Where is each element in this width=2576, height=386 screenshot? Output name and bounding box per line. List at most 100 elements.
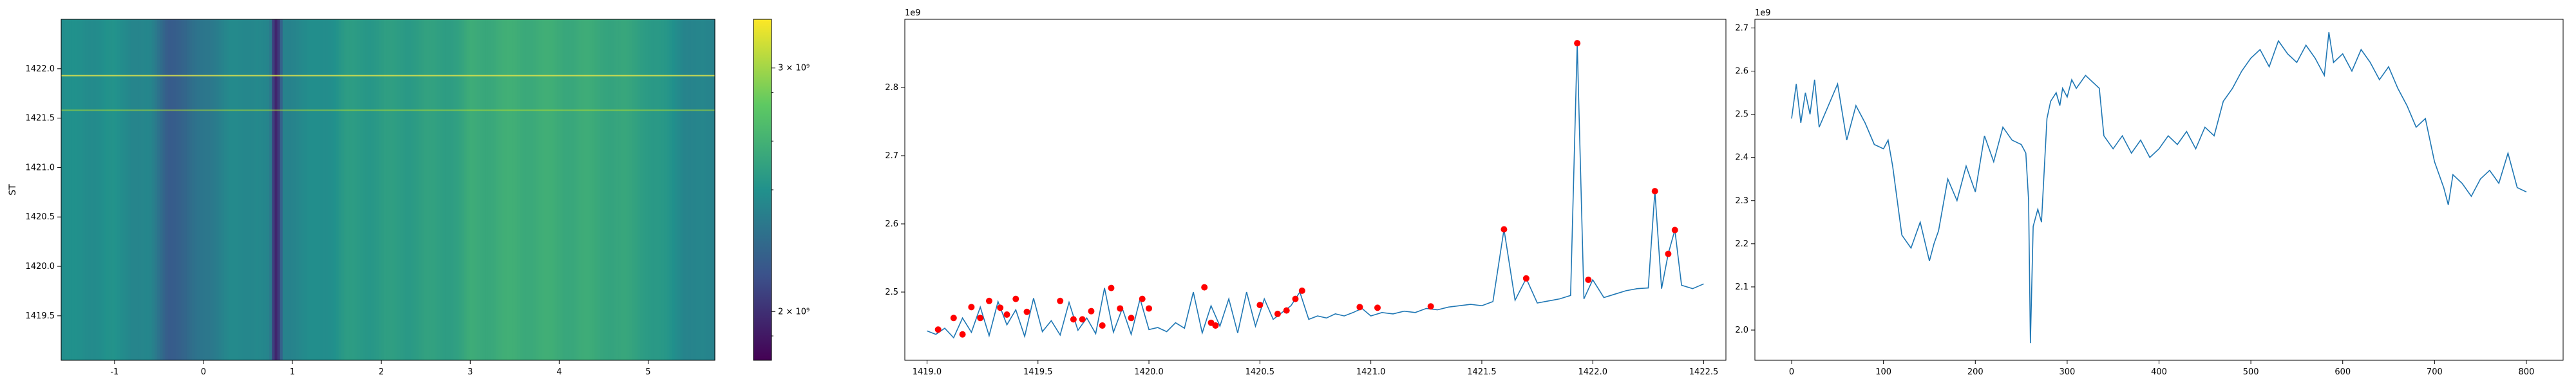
heatmap-column	[125, 19, 129, 360]
heatmap-x-tick-label: 5	[645, 367, 650, 377]
heatmap-column	[624, 19, 627, 360]
heatmap-column	[541, 19, 545, 360]
peak-marker	[1023, 308, 1030, 315]
heatmap-column	[256, 19, 260, 360]
heatmap-column	[346, 19, 350, 360]
heatmap-column	[373, 19, 377, 360]
index-y-tick-label: 2.5	[1735, 110, 1748, 120]
heatmap-column	[290, 19, 294, 360]
heatmap-column	[392, 19, 395, 360]
heatmap-column	[370, 19, 374, 360]
heatmap-column	[643, 19, 646, 360]
heatmap-column	[672, 19, 676, 360]
index-plot-frame	[1754, 19, 2564, 361]
heatmap-column	[397, 19, 401, 360]
heatmap-column	[475, 19, 478, 360]
heatmap-column	[491, 19, 494, 360]
heatmap-column	[461, 19, 465, 360]
heatmap-column	[117, 19, 120, 360]
heatmap-column	[565, 19, 569, 360]
index-line-panel: 0 100 200 300 400 500 600 700 800 2.02.12.22.32.…	[1735, 8, 2564, 377]
heatmap-column	[200, 19, 204, 360]
heatmap-column	[309, 19, 313, 360]
heatmap-y-tick-label: 1421.5	[26, 114, 55, 124]
heatmap-column	[573, 19, 577, 360]
heatmap-column	[349, 19, 353, 360]
colorbar-ticks: 2 × 10⁹ 3 × 10⁹	[772, 64, 810, 336]
heatmap-bright-row	[61, 75, 715, 77]
heatmap-column	[656, 19, 659, 360]
peak-marker	[1501, 226, 1508, 233]
colorbar-tick-label: 2 × 10⁹	[778, 307, 810, 317]
heatmap-column	[488, 19, 491, 360]
heatmap-column	[453, 19, 457, 360]
peak-marker	[1665, 250, 1672, 257]
heatmap-column	[701, 19, 705, 360]
heatmap-column	[261, 19, 265, 360]
heatmap-column	[301, 19, 305, 360]
heatmap-column	[336, 19, 339, 360]
heatmap-column	[298, 19, 302, 360]
heatmap-y-tick-label: 1419.5	[26, 311, 55, 321]
heatmap-column	[640, 19, 643, 360]
peak-marker	[968, 304, 975, 311]
peak-marker	[1012, 295, 1019, 302]
heatmap-column	[328, 19, 332, 360]
heatmap-column	[312, 19, 316, 360]
heatmap-column	[616, 19, 620, 360]
peak-marker	[1099, 322, 1106, 329]
index-x-tick-label: 100	[1875, 367, 1891, 377]
heatmap-column	[181, 19, 185, 360]
peak-marker	[985, 297, 992, 304]
heatmap-column	[480, 19, 484, 360]
heatmap-column	[232, 19, 235, 360]
heatmap-column	[627, 19, 630, 360]
heatmap-x-axis: -1 0 1 2 3 4 5	[110, 360, 651, 377]
heatmap-column	[155, 19, 158, 360]
heatmap-column	[80, 19, 83, 360]
heatmap-column	[653, 19, 657, 360]
heatmap-column	[82, 19, 86, 360]
heatmap-panel: -1 0 1 2 3 4 5 1419.51420.01420.51421.01421.51…	[8, 19, 715, 377]
heatmap-column	[408, 19, 412, 360]
heatmap-column	[304, 19, 307, 360]
heatmap-column	[584, 19, 587, 360]
heatmap-column	[99, 19, 102, 360]
heatmap-column	[648, 19, 652, 360]
peaks-x-tick-label: 1422.5	[1689, 367, 1719, 377]
index-x-tick-label: 0	[1789, 367, 1794, 377]
heatmap-column	[379, 19, 382, 360]
heatmap-column	[245, 19, 249, 360]
heatmap-column	[421, 19, 425, 360]
heatmap-column	[192, 19, 195, 360]
peak-marker	[1088, 308, 1095, 315]
heatmap-column	[357, 19, 361, 360]
heatmap-column	[445, 19, 449, 360]
heatmap-column	[424, 19, 428, 360]
index-x-tick-label: 800	[2519, 367, 2535, 377]
heatmap-column	[645, 19, 649, 360]
heatmap-column	[178, 19, 182, 360]
peak-marker	[1256, 302, 1264, 309]
heatmap-image	[61, 19, 715, 360]
heatmap-column	[603, 19, 606, 360]
heatmap-frame	[61, 19, 715, 361]
index-y-tick-label: 2.3	[1735, 196, 1748, 206]
heatmap-column	[634, 19, 638, 360]
heatmap-column	[354, 19, 358, 360]
peaks-x-tick-label: 1420.0	[1134, 367, 1164, 377]
heatmap-column	[66, 19, 70, 360]
heatmap-column	[274, 19, 278, 360]
heatmap-x-tick-label: 3	[468, 367, 473, 377]
heatmap-column	[363, 19, 366, 360]
index-y-tick-label: 2.0	[1735, 326, 1748, 335]
heatmap-y-tick-label: 1420.5	[26, 212, 55, 222]
heatmap-column	[531, 19, 534, 360]
colorbar: 2 × 10⁹ 3 × 10⁹	[753, 19, 810, 361]
index-x-tick-label: 600	[2334, 367, 2351, 377]
heatmap-column	[512, 19, 515, 360]
heatmap-column	[296, 19, 299, 360]
heatmap-column	[229, 19, 232, 360]
peak-marker	[959, 331, 966, 338]
